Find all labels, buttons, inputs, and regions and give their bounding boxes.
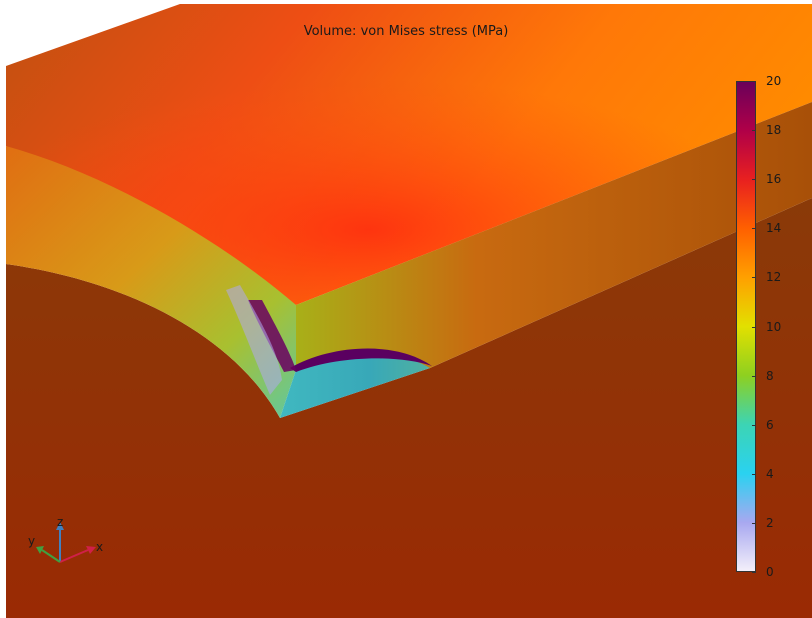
colorbar-tick-label: 12 xyxy=(766,270,782,284)
colorbar-tick xyxy=(752,179,756,180)
stress-concentration xyxy=(248,300,296,372)
colorbar-tick xyxy=(752,474,756,475)
colorbar-tick xyxy=(752,277,756,278)
notch-bottom-face xyxy=(280,352,430,418)
colorbar-tick-label: 8 xyxy=(766,369,774,383)
colorbar-tick-label: 2 xyxy=(766,516,774,530)
triad-z-label: z xyxy=(57,515,64,529)
colorbar-tick xyxy=(752,376,756,377)
colorbar-tick xyxy=(752,572,756,573)
colorbar-tick-label: 20 xyxy=(766,74,782,88)
colorbar-tick xyxy=(752,327,756,328)
triad-y-label: y xyxy=(28,534,36,548)
notch-curved-face xyxy=(6,146,296,418)
crack-front-highlight xyxy=(290,348,432,372)
colorbar-tick-label: 4 xyxy=(766,467,774,481)
block-top-hotspot xyxy=(6,4,812,305)
y-axis-arrow xyxy=(41,549,61,563)
colorbar-tick xyxy=(752,523,756,524)
colorbar-tick xyxy=(752,425,756,426)
block-front-face xyxy=(6,198,812,618)
x-axis-arrow xyxy=(59,549,89,563)
colorbar-tick-label: 6 xyxy=(766,418,774,432)
notch-right-face xyxy=(296,102,812,370)
colorbar xyxy=(736,81,756,572)
colorbar-tick xyxy=(752,81,756,82)
colorbar-tick-label: 18 xyxy=(766,123,782,137)
triad-x-label: x xyxy=(96,540,104,554)
colorbar-tick xyxy=(752,130,756,131)
stress-halo xyxy=(226,285,282,395)
colorbar-tick xyxy=(752,228,756,229)
axes-triad xyxy=(36,522,96,563)
colorbar-tick-label: 10 xyxy=(766,320,782,334)
plot-title: Volume: von Mises stress (MPa) xyxy=(303,24,509,39)
colorbar-tick-label: 0 xyxy=(766,565,774,579)
colorbar-tick-label: 16 xyxy=(766,172,782,186)
colorbar-tick-label: 14 xyxy=(766,221,782,235)
